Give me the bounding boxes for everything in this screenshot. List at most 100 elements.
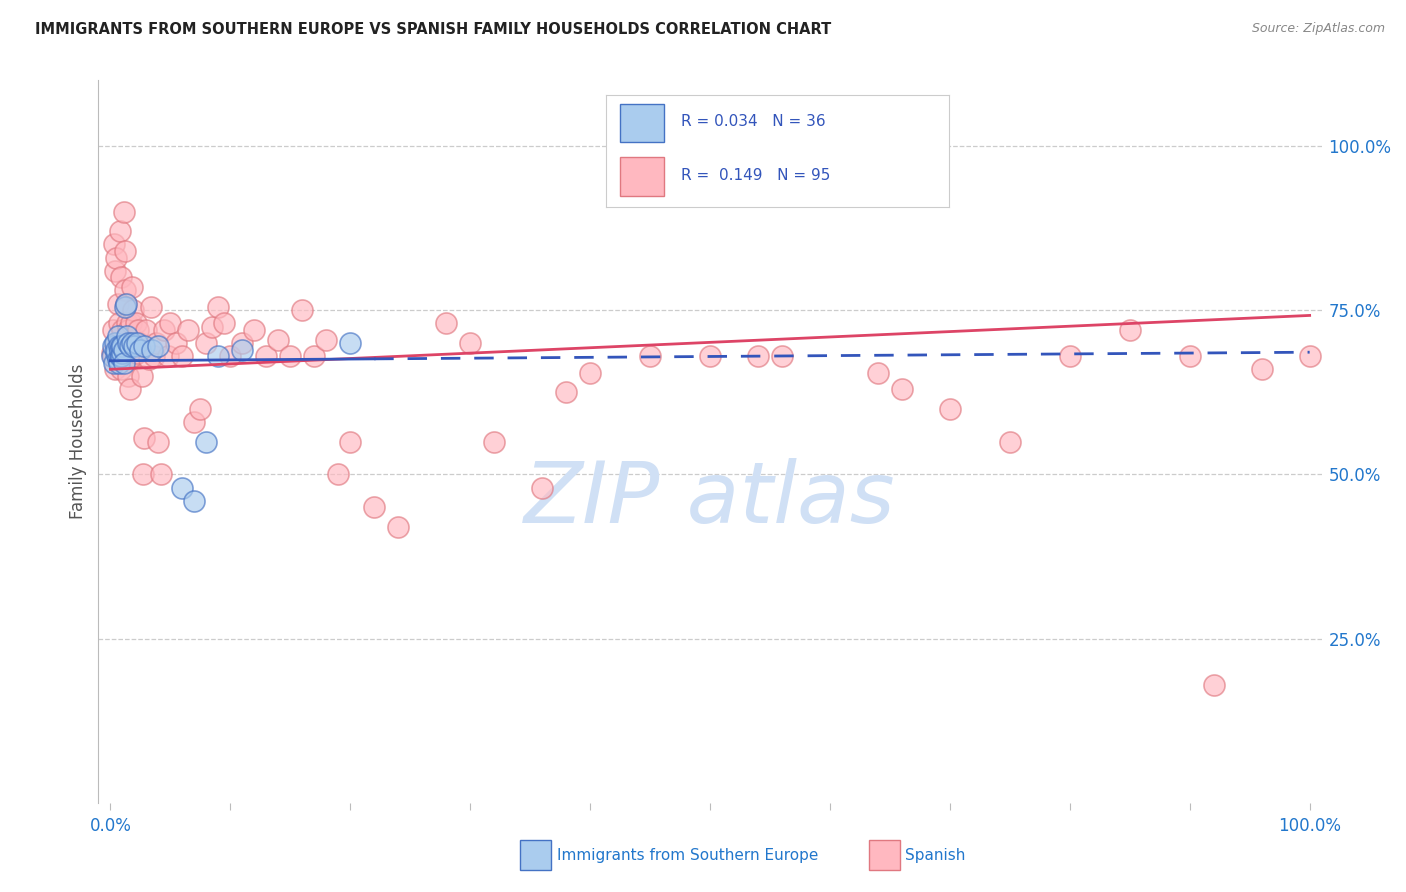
Point (555, 385, 578, 400)
Point (148, 339, 170, 353)
Point (1202, 677, 1225, 691)
Point (128, 336, 150, 351)
Point (890, 382, 912, 396)
Text: IMMIGRANTS FROM SOUTHERN EUROPE VS SPANISH FAMILY HOUSEHOLDS CORRELATION CHART: IMMIGRANTS FROM SOUTHERN EUROPE VS SPANI… (35, 22, 831, 37)
Point (141, 300, 163, 314)
Point (121, 349, 143, 363)
Point (120, 336, 142, 351)
Point (107, 329, 129, 343)
Point (112, 356, 135, 370)
Point (110, 349, 132, 363)
Point (132, 339, 155, 353)
Text: Immigrants from Southern Europe: Immigrants from Southern Europe (557, 848, 818, 863)
Y-axis label: Family Households: Family Households (69, 364, 87, 519)
Point (142, 349, 165, 363)
Point (115, 296, 138, 310)
Point (131, 368, 153, 383)
Point (231, 336, 253, 351)
Point (103, 237, 125, 252)
Point (122, 303, 145, 318)
Point (101, 323, 124, 337)
Point (579, 366, 602, 380)
Point (110, 362, 132, 376)
Point (118, 343, 141, 357)
Point (115, 316, 138, 330)
Point (482, 434, 505, 449)
Point (120, 316, 142, 330)
Point (291, 303, 314, 318)
Point (214, 316, 236, 330)
Point (118, 382, 141, 396)
Point (195, 434, 218, 449)
Point (177, 323, 200, 337)
Point (125, 346, 148, 360)
Point (115, 296, 138, 310)
Point (121, 336, 143, 351)
Point (201, 319, 224, 334)
Point (304, 349, 326, 363)
Point (638, 349, 661, 363)
Point (1250, 362, 1272, 376)
Point (339, 336, 361, 351)
Point (108, 316, 131, 330)
Point (267, 333, 290, 347)
Point (114, 284, 136, 298)
Point (195, 336, 218, 351)
Point (148, 434, 170, 449)
Point (100, 349, 122, 363)
Point (132, 431, 155, 445)
Point (117, 368, 139, 383)
Point (107, 296, 129, 310)
Point (723, 139, 745, 153)
Point (108, 356, 131, 370)
Text: Source: ZipAtlas.com: Source: ZipAtlas.com (1251, 22, 1385, 36)
Point (132, 467, 155, 482)
Point (129, 343, 152, 357)
Point (1119, 323, 1142, 337)
Point (458, 336, 481, 351)
Point (141, 343, 163, 357)
Point (117, 336, 139, 351)
Point (138, 352, 160, 367)
Point (1178, 349, 1201, 363)
Point (110, 339, 132, 353)
Point (183, 493, 205, 508)
Point (111, 346, 134, 360)
Point (145, 336, 167, 351)
Point (219, 349, 242, 363)
Point (111, 323, 134, 337)
Point (105, 336, 128, 351)
Point (866, 366, 889, 380)
Text: Spanish: Spanish (905, 848, 966, 863)
Point (1059, 349, 1081, 363)
Point (122, 349, 145, 363)
Point (107, 352, 129, 367)
Point (108, 339, 131, 353)
Point (153, 323, 176, 337)
Point (115, 329, 138, 343)
Point (115, 349, 138, 363)
Point (747, 349, 769, 363)
Point (842, 139, 865, 153)
Point (315, 333, 337, 347)
Point (243, 323, 266, 337)
Point (125, 336, 148, 351)
Point (339, 434, 361, 449)
Point (110, 270, 132, 285)
Point (112, 343, 135, 357)
Point (107, 349, 129, 363)
Point (108, 336, 131, 351)
Point (172, 481, 194, 495)
Point (172, 349, 194, 363)
Point (105, 251, 128, 265)
Point (108, 224, 131, 238)
Point (770, 349, 793, 363)
Point (103, 356, 125, 370)
Point (1298, 349, 1320, 363)
Point (434, 316, 457, 330)
Point (531, 481, 554, 495)
Point (387, 520, 409, 534)
Point (124, 339, 146, 353)
Point (104, 336, 127, 351)
Point (165, 336, 187, 351)
